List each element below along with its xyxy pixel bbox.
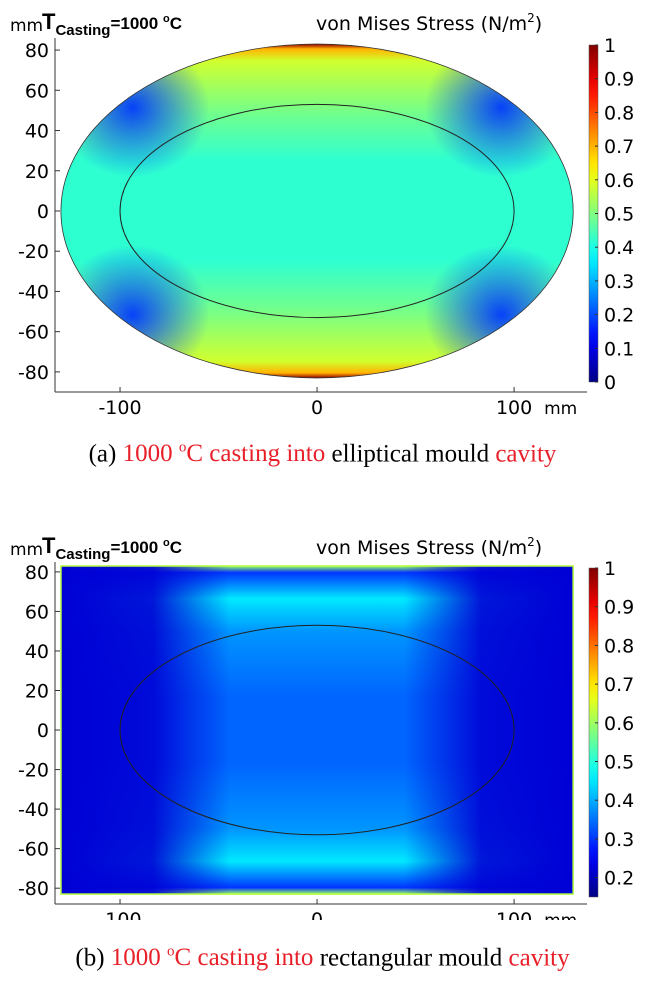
y-tick-label: -80 bbox=[18, 362, 49, 384]
x-tick-label: 0 bbox=[311, 397, 323, 419]
colorbar-tick-label: 1 bbox=[604, 35, 616, 57]
y-tick-label: -60 bbox=[18, 322, 49, 344]
x-tick-label: 100 bbox=[496, 397, 532, 419]
colorbar-tick-label: 0.4 bbox=[604, 237, 634, 259]
casting-temperature-label: TCasting=1000 oC bbox=[42, 9, 182, 39]
colorbar-scale bbox=[588, 567, 599, 898]
colorbar-title: von Mises Stress (N/m2) bbox=[316, 11, 542, 35]
y-tick-label: 0 bbox=[37, 720, 49, 742]
corner-low-stress-3 bbox=[424, 244, 574, 378]
y-tick-label: 80 bbox=[25, 40, 49, 62]
colorbar-tick-label: 0.1 bbox=[604, 338, 634, 360]
stress-plot-rectangular: mm TCasting=1000 oC von Mises Stress (N/… bbox=[10, 533, 634, 931]
corner-low-stress-0 bbox=[60, 44, 210, 178]
x-tick-label: 100 bbox=[496, 909, 532, 920]
x-axis-ticks: -100 0 100 mm bbox=[55, 899, 587, 931]
y-tick-label: 80 bbox=[25, 562, 49, 584]
colorbar-tick-label: 0.7 bbox=[604, 674, 634, 696]
y-tick-label: 40 bbox=[25, 121, 49, 143]
y-tick-label: -20 bbox=[18, 241, 49, 263]
caption-a: (a) 1000 oC casting into elliptical moul… bbox=[88, 440, 557, 468]
colorbar-tick-label: 1 bbox=[604, 558, 616, 580]
y-axis-unit: mm bbox=[10, 540, 43, 560]
colorbar-tick-label: 0.6 bbox=[604, 170, 634, 192]
colorbar-tick-label: 0.2 bbox=[604, 305, 634, 327]
x-tick-label: -100 bbox=[98, 909, 141, 920]
y-tick-label: -80 bbox=[18, 878, 49, 900]
panel-a-elliptical: mm TCasting=1000 oC von Mises Stress (N/… bbox=[0, 0, 645, 500]
colorbar-tick-label: 0.9 bbox=[604, 597, 634, 619]
outer-mould-boundary bbox=[60, 565, 575, 895]
colorbar-title: von Mises Stress (N/m2) bbox=[316, 535, 542, 559]
colorbar-tick-label: 0.3 bbox=[604, 271, 634, 293]
y-axis-unit: mm bbox=[10, 16, 43, 36]
y-tick-label: 20 bbox=[25, 680, 49, 702]
stress-field bbox=[60, 44, 574, 378]
corner-low-stress-2 bbox=[60, 244, 210, 378]
colorbar-tick-label: 0.5 bbox=[604, 752, 634, 774]
y-tick-label: 40 bbox=[25, 641, 49, 663]
y-tick-label: 20 bbox=[25, 161, 49, 183]
side-low-stress-strips bbox=[60, 565, 574, 895]
colorbar-tick-label: 0.2 bbox=[604, 868, 634, 890]
corner-low-stress-1 bbox=[424, 44, 574, 178]
colorbar: 1 0.9 0.8 0.7 0.6 0.5 0.4 0.3 0.2 bbox=[588, 558, 634, 898]
colorbar-tick-label: 0.7 bbox=[604, 136, 634, 158]
outer-mould-boundary bbox=[60, 43, 574, 379]
colorbar-tick-label: 0.8 bbox=[604, 102, 634, 124]
y-tick-label: 0 bbox=[37, 201, 49, 223]
y-tick-label: -20 bbox=[18, 760, 49, 782]
y-axis-ticks: 80 60 40 20 0 -20 -40 -60 -80 bbox=[18, 562, 60, 904]
colorbar: 1 0.9 0.8 0.7 0.6 0.5 0.4 0.3 0.2 0.1 0 bbox=[588, 35, 634, 394]
casting-temperature-label: TCasting=1000 oC bbox=[42, 533, 182, 563]
x-axis-unit: mm bbox=[544, 399, 577, 419]
colorbar-tick-label: 0.3 bbox=[604, 829, 634, 851]
y-tick-label: -40 bbox=[18, 799, 49, 821]
colorbar-tick-label: 0.4 bbox=[604, 790, 634, 812]
y-tick-label: -40 bbox=[18, 281, 49, 303]
inner-casting-boundary bbox=[119, 103, 515, 319]
plot-area bbox=[60, 565, 575, 895]
colorbar-tick-label: 0.5 bbox=[604, 204, 634, 226]
colorbar-tick-label: 0.6 bbox=[604, 713, 634, 735]
x-axis-unit: mm bbox=[544, 911, 577, 920]
x-axis-ticks: -100 0 100 mm bbox=[55, 387, 587, 419]
x-tick-label: 0 bbox=[311, 909, 323, 920]
y-tick-label: 60 bbox=[25, 601, 49, 623]
colorbar-tick-label: 0.9 bbox=[604, 69, 634, 91]
inner-casting-boundary bbox=[119, 624, 515, 836]
y-tick-label: 60 bbox=[25, 80, 49, 102]
plot-area bbox=[60, 43, 574, 379]
stress-plot-elliptical: mm TCasting=1000 oC von Mises Stress (N/… bbox=[10, 9, 634, 419]
caption-b: (b) 1000 oC casting into rectangular mou… bbox=[75, 944, 570, 972]
panel-b-rectangular: mm TCasting=1000 oC von Mises Stress (N/… bbox=[0, 500, 645, 1002]
colorbar-tick-label: 0 bbox=[604, 372, 616, 394]
y-axis-ticks: 80 60 40 20 0 -20 -40 -60 -80 bbox=[18, 38, 60, 392]
colorbar-tick-label: 0.8 bbox=[604, 635, 634, 657]
x-tick-label: -100 bbox=[98, 397, 141, 419]
y-tick-label: -60 bbox=[18, 839, 49, 861]
